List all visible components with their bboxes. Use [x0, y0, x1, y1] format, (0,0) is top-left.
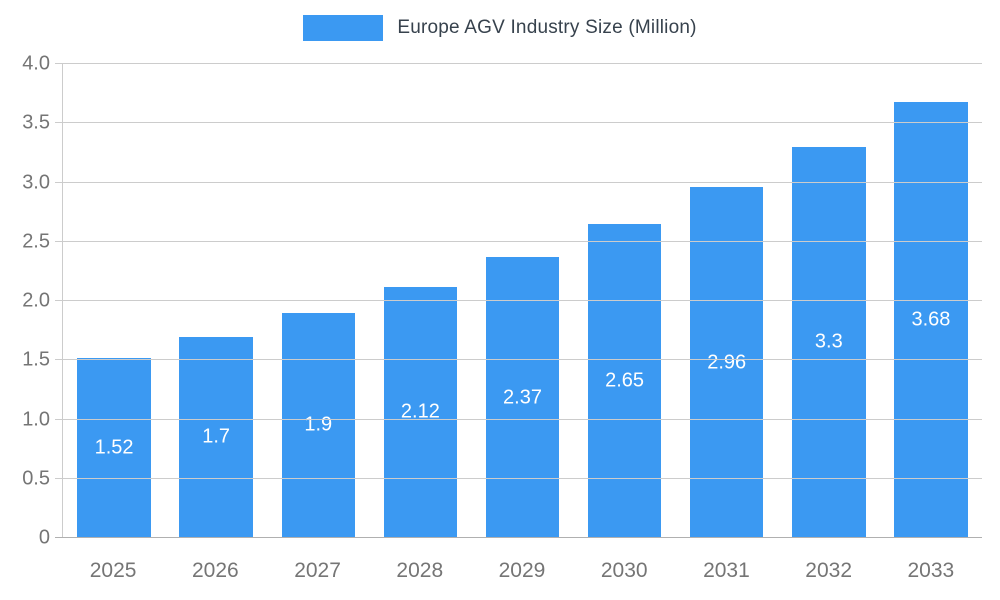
x-tick-label: 2030 [600, 559, 648, 582]
gridline [55, 300, 982, 301]
y-tick-label: 1.0 [22, 408, 50, 430]
bar-value-label: 2.12 [400, 400, 440, 423]
y-tick-label: 3.5 [22, 111, 50, 134]
bar-value-label: 1.9 [304, 413, 333, 436]
gridline [55, 477, 982, 479]
bar-2026: 1.7 [179, 336, 253, 538]
x-tick-label: 2029 [498, 559, 546, 582]
bar-2031: 2.96 [689, 187, 764, 538]
bar-band: 2.96 [676, 64, 778, 538]
bar-2028: 2.12 [383, 286, 458, 538]
y-tick-label: 2.0 [22, 289, 50, 312]
y-tick-label: 4.0 [22, 52, 50, 75]
bar-2033: 3.68 [894, 101, 968, 538]
bar-band: 1.52 [63, 64, 165, 538]
gridline [55, 63, 982, 64]
x-tick-label: 2025 [89, 559, 137, 582]
x-tick-label: 2033 [907, 559, 955, 582]
bar-band: 2.12 [369, 64, 471, 538]
x-axis: 2025 2026 2027 2028 2029 2030 2031 2032 2033 [62, 554, 982, 588]
bar-band: 3.3 [778, 64, 880, 538]
bar-value-label: 1.52 [94, 436, 134, 459]
plot-area: 1.52 1.7 1.9 2.12 2.37 2.65 2.96 3.3 3.68 [55, 63, 982, 538]
y-tick-label: 0.5 [22, 467, 50, 490]
x-tick-label: 2031 [703, 559, 750, 582]
gridline [55, 122, 982, 124]
bar-value-label: 3.3 [814, 330, 843, 353]
legend-swatch-icon [303, 15, 384, 41]
bar-value-label: 3.68 [911, 308, 951, 331]
chart-title: Europe AGV Industry Size (Million) [397, 17, 697, 38]
y-axis: 0 0.5 1.0 1.5 2.0 2.5 3.0 3.5 4.0 [0, 53, 50, 549]
bar-series: 1.52 1.7 1.9 2.12 2.37 2.65 2.96 3.3 3.68 [63, 64, 982, 538]
bar-2032: 3.3 [792, 146, 866, 538]
gridline [55, 418, 982, 420]
gridline [55, 359, 982, 361]
y-tick-label: 2.5 [22, 230, 50, 253]
x-tick-label: 2027 [294, 559, 341, 582]
bar-band: 3.68 [880, 64, 982, 538]
bar-2030: 2.65 [587, 223, 662, 538]
y-tick-label: 3.0 [22, 171, 50, 193]
bar-value-label: 2.96 [707, 351, 747, 374]
bar-band: 1.7 [165, 64, 267, 538]
gridline [55, 181, 982, 183]
bar-value-label: 1.7 [202, 425, 231, 448]
gridline [55, 537, 982, 538]
bar-value-label: 2.37 [503, 386, 542, 409]
gridline [55, 240, 982, 242]
bar-band: 2.37 [471, 64, 573, 538]
bar-band: 1.9 [267, 64, 369, 538]
bar-band: 2.65 [574, 64, 676, 538]
bar-2025: 1.52 [77, 357, 151, 538]
x-tick-label: 2032 [805, 559, 852, 582]
bar-value-label: 2.65 [605, 369, 645, 392]
x-tick-label: 2028 [396, 559, 444, 582]
chart-legend: Europe AGV Industry Size (Million) [0, 13, 1000, 43]
x-tick-label: 2026 [191, 559, 239, 582]
bar-2029: 2.37 [485, 257, 560, 538]
y-tick-label: 1.5 [22, 348, 50, 371]
y-tick-label: 0 [38, 526, 50, 549]
bar-2027: 1.9 [281, 312, 356, 538]
